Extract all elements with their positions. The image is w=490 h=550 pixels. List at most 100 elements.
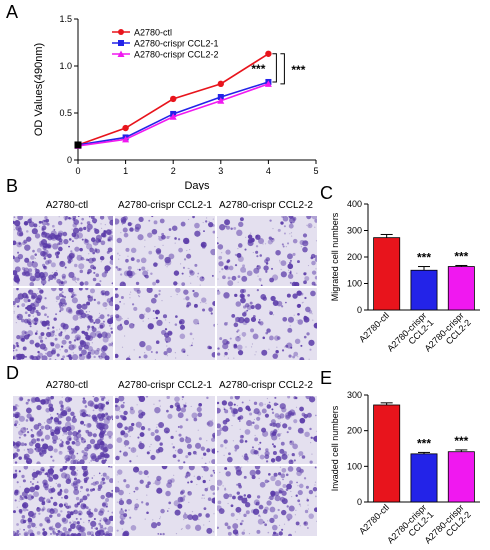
stained-cell <box>21 496 25 501</box>
membrane-pore <box>144 518 146 520</box>
stained-cell <box>87 431 93 437</box>
stained-cell <box>41 501 46 506</box>
stained-cell <box>222 419 228 425</box>
membrane-pore <box>248 533 251 535</box>
stained-cell <box>105 498 110 503</box>
stained-cell <box>22 346 27 351</box>
stained-cell <box>232 413 236 417</box>
stained-cell <box>59 298 66 305</box>
stained-cell <box>57 483 62 488</box>
stained-cell <box>46 222 50 226</box>
stained-cell <box>45 472 49 476</box>
membrane-pore <box>45 482 47 484</box>
stained-cell <box>212 492 215 495</box>
membrane-pore <box>39 293 41 296</box>
membrane-pore <box>63 337 65 339</box>
membrane-pore <box>252 251 254 254</box>
membrane-pore <box>57 438 59 440</box>
stained-cell <box>35 297 42 304</box>
stained-cell <box>228 493 233 498</box>
stained-cell <box>13 510 16 514</box>
stained-cell <box>30 495 35 499</box>
membrane-pore <box>147 289 149 291</box>
stained-cell <box>150 272 153 275</box>
stained-cell <box>125 258 129 263</box>
stained-cell <box>119 273 123 276</box>
stained-cell <box>26 230 29 233</box>
stained-cell <box>217 244 224 250</box>
stained-cell <box>286 342 293 349</box>
membrane-pore <box>13 312 15 314</box>
membrane-pore <box>109 234 111 237</box>
membrane-pore <box>91 434 93 436</box>
stained-cell <box>59 468 64 472</box>
membrane-pore <box>132 448 135 450</box>
stained-cell <box>66 425 72 432</box>
membrane-pore <box>51 515 54 517</box>
stained-cell <box>138 396 146 403</box>
stained-cell <box>22 479 26 483</box>
stained-cell <box>40 279 47 285</box>
stained-cell <box>275 249 281 256</box>
membrane-pore <box>16 506 18 508</box>
stained-cell <box>289 440 292 443</box>
membrane-pore <box>46 402 48 404</box>
membrane-pore <box>104 295 106 297</box>
stained-cell <box>230 504 234 508</box>
membrane-pore <box>152 519 154 521</box>
stained-cell <box>289 480 293 485</box>
stained-cell <box>34 484 40 491</box>
membrane-pore <box>199 284 201 286</box>
stained-cell <box>42 528 45 531</box>
stained-cell <box>58 246 63 252</box>
stained-cell <box>184 512 187 515</box>
stained-cell <box>197 513 202 518</box>
membrane-pore <box>60 280 62 282</box>
membrane-pore <box>179 263 182 265</box>
significance-stars: *** <box>454 249 468 263</box>
stained-cell <box>79 353 83 357</box>
stained-cell <box>68 437 72 441</box>
stained-cell <box>258 277 262 281</box>
stained-cell <box>127 430 130 433</box>
stained-cell <box>62 526 67 532</box>
membrane-pore <box>284 406 286 408</box>
panel-letter-d: D <box>6 363 19 383</box>
stained-cell <box>295 521 300 526</box>
membrane-pore <box>211 419 213 421</box>
stained-cell <box>194 442 202 449</box>
stained-cell <box>117 469 123 475</box>
stained-cell <box>60 322 66 328</box>
stained-cell <box>258 321 261 325</box>
stained-cell <box>79 518 82 520</box>
stained-cell <box>100 403 106 409</box>
membrane-pore <box>253 411 255 413</box>
stained-cell <box>74 246 80 252</box>
stained-cell <box>27 330 34 337</box>
stained-cell <box>292 443 298 450</box>
legend-label: A2780-ctl <box>134 28 172 38</box>
stained-cell <box>201 276 204 279</box>
y-tick-label: 100 <box>347 461 362 471</box>
stained-cell <box>263 265 269 271</box>
stained-cell <box>119 301 121 303</box>
membrane-pore <box>43 438 45 440</box>
stained-cell <box>75 440 81 447</box>
membrane-pore <box>249 399 251 401</box>
stained-cell <box>60 472 68 479</box>
stained-cell <box>270 475 276 482</box>
stained-cell <box>210 312 213 315</box>
stained-cell <box>52 273 57 278</box>
stained-cell <box>101 417 105 421</box>
stained-cell <box>71 331 74 335</box>
stained-cell <box>79 315 83 319</box>
stained-cell <box>234 531 239 536</box>
stained-cell <box>104 433 107 436</box>
stained-cell <box>88 519 91 522</box>
stained-cell <box>14 469 18 473</box>
membrane-pore <box>212 218 214 220</box>
stained-cell <box>296 290 302 296</box>
membrane-pore <box>18 346 20 348</box>
stained-cell <box>240 266 247 273</box>
stained-cell <box>99 524 104 529</box>
